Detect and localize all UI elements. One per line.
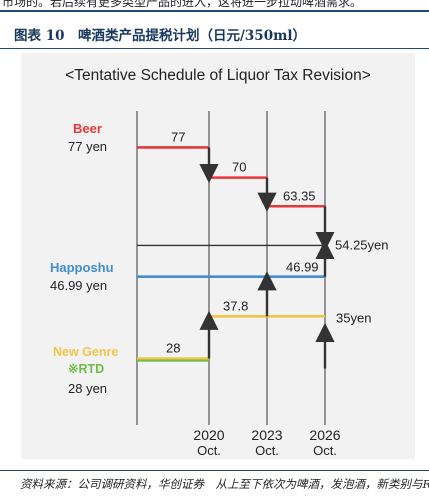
label-final-54: 54.25yen — [335, 237, 389, 252]
x-tick-year-2020: 2020 — [193, 427, 224, 443]
series-name-newgenre: New Genre — [53, 345, 118, 359]
title-divider — [0, 48, 429, 49]
label-happoshu-46: 46.99 — [286, 260, 319, 275]
chart-title: <Tentative Schedule of Liquor Tax Revisi… — [65, 67, 371, 84]
series-start-happoshu: 46.99 yen — [50, 278, 107, 293]
chart-panel: <Tentative Schedule of Liquor Tax Revisi… — [21, 53, 415, 459]
label-rtd-35: 35yen — [336, 310, 371, 325]
series-name-happoshu: Happoshu — [50, 260, 114, 275]
series-start-newgenre: 28 yen — [68, 381, 107, 396]
series-start-beer: 77 yen — [68, 139, 107, 154]
step-arrows — [199, 147, 335, 369]
series-labels: Beer 77 yen Happoshu 46.99 yen New Genre ※RTD… — [50, 121, 118, 396]
label-newgenre-37: 37.8 — [223, 298, 248, 313]
x-tick-year-2023: 2023 — [251, 427, 282, 443]
source-note: 资料来源：公司调研资料，华创证券 从上至下依次为啤酒，发泡酒，新类别与RTD — [20, 477, 429, 491]
x-tick-month-2020: Oct. — [197, 443, 221, 458]
top-divider — [0, 10, 429, 12]
series-name-beer: Beer — [73, 121, 102, 136]
x-tick-month-2023: Oct. — [255, 443, 279, 458]
series-name-rtd: ※RTD — [68, 362, 104, 376]
label-beer-63: 63.35 — [283, 188, 316, 203]
x-tick-year-2026: 2026 — [309, 427, 340, 443]
label-beer-70: 70 — [232, 160, 246, 175]
figure-title: 图表 10 啤酒类产品提税计划（日元/350ml） — [14, 28, 307, 44]
series-lines — [137, 146, 325, 362]
label-newgenre-28: 28 — [166, 341, 180, 356]
source-divider — [0, 470, 429, 471]
previous-page-text: 市场的。若后续有更多类型产品的进入，这将进一步拉动啤酒需求。 — [2, 0, 363, 9]
tax-schedule-chart: <Tentative Schedule of Liquor Tax Revisi… — [50, 67, 389, 458]
value-labels: 77 70 63.35 54.25yen 46.99 37.8 28 35yen — [166, 129, 389, 355]
x-tick-month-2026: Oct. — [313, 443, 337, 458]
label-beer-77: 77 — [171, 129, 185, 144]
